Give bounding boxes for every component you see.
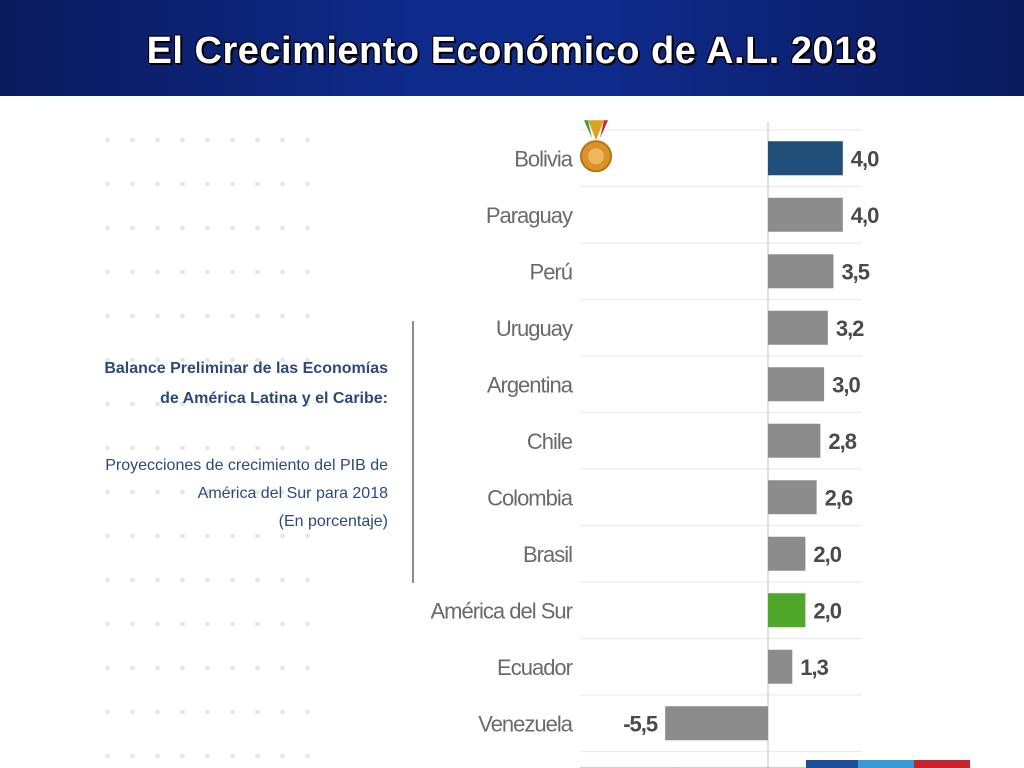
category-label: Uruguay [496,316,573,341]
value-label: 3,5 [841,259,869,284]
category-label: Colombia [487,485,574,510]
bar-uruguay [768,310,828,345]
value-label: 2,8 [828,429,856,454]
bar-colombia [768,480,817,515]
flag-strip-red [914,760,970,768]
growth-bar-chart: Bolivia 4,0 Paraguay 4,0 Perú 3,5 Uruguay 3,2 Ar… [430,120,880,768]
bar-chile [768,423,821,458]
bar-bolivia [768,141,843,176]
panel-divider [412,321,414,583]
panel-title: Balance Preliminar de las Economías de A… [100,354,388,414]
category-label: Paraguay [486,203,573,228]
value-label: 4,0 [851,146,879,171]
value-label: 3,2 [836,316,864,341]
value-label: 2,0 [813,542,841,567]
flag-strip-blue [806,760,858,768]
slide-title: El Crecimiento Económico de A.L. 2018 [146,30,878,72]
category-label: Perú [530,259,572,284]
medal-icon [580,120,612,173]
slide-body: Balance Preliminar de las Economías de A… [0,96,1024,768]
bar-argentina [768,367,825,402]
category-label: Bolivia [514,146,574,171]
category-label: Ecuador [497,655,573,680]
bar-paraguay [768,197,843,232]
bar-am-rica-del-sur [768,593,806,628]
value-label: 4,0 [851,203,879,228]
bar-ecuador [768,649,793,684]
value-label: 2,6 [825,485,853,510]
category-label: Brasil [523,542,572,567]
flag-strip-lightblue [858,760,914,768]
value-label: 2,0 [813,598,841,623]
panel-subtitle: Proyecciones de crecimiento del PIB de A… [100,452,388,536]
bar-brasil [768,536,806,571]
category-label: Chile [527,429,573,454]
panel-subtitle-line-3: (En porcentaje) [278,513,388,530]
slide-header: El Crecimiento Económico de A.L. 2018 [0,0,1024,96]
panel-title-line-1: Balance Preliminar de las Economías [104,360,388,377]
panel-title-line-2: de América Latina y el Caribe: [160,390,388,407]
category-label: Venezuela [478,711,574,736]
category-label: América del Sur [430,598,572,623]
value-label: -5,5 [623,711,658,736]
bar-per- [768,254,834,289]
dot-pattern-decoration [95,118,330,758]
bar-venezuela [665,706,768,741]
panel-subtitle-line-1: Proyecciones de crecimiento del PIB de [105,457,388,474]
category-label: Argentina [487,372,574,397]
panel-subtitle-line-2: América del Sur para 2018 [197,485,388,502]
value-label: 3,0 [832,372,860,397]
value-label: 1,3 [800,655,828,680]
